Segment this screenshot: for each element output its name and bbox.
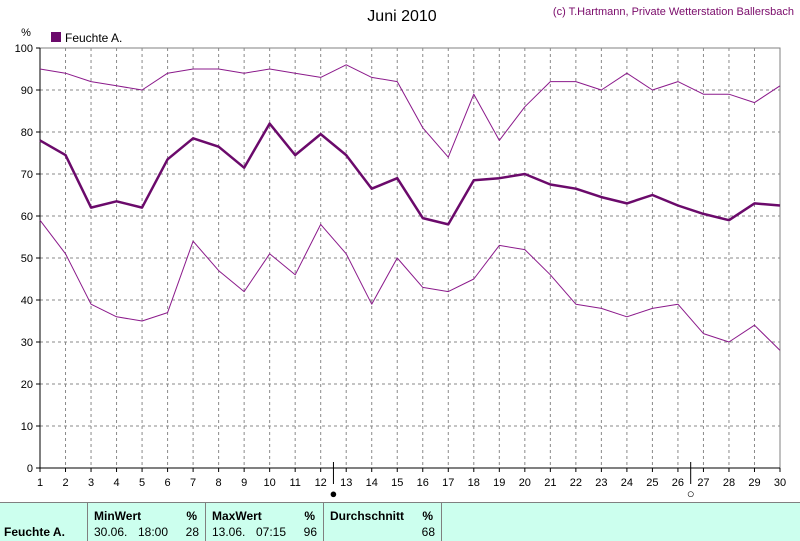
x-tick-label: 20 bbox=[519, 477, 531, 489]
x-tick-label: 24 bbox=[621, 477, 633, 489]
min-unit: % bbox=[186, 509, 197, 523]
y-tick-label: 50 bbox=[21, 253, 33, 265]
stats-row-label: Feuchte A. bbox=[4, 525, 65, 539]
min-time: 18:00 bbox=[138, 525, 169, 539]
x-tick-label: 17 bbox=[442, 477, 454, 489]
moon-full-marker: ● bbox=[330, 486, 338, 501]
x-tick-label: 19 bbox=[493, 477, 505, 489]
x-tick-label: 26 bbox=[672, 477, 684, 489]
x-tick-label: 30 bbox=[774, 477, 786, 489]
avg-header: Durchschnitt bbox=[330, 509, 405, 523]
x-tick-label: 4 bbox=[113, 477, 119, 489]
y-tick-label: 60 bbox=[21, 211, 33, 223]
avg-value: 68 bbox=[421, 525, 435, 539]
x-tick-label: 15 bbox=[391, 477, 403, 489]
x-tick-label: 8 bbox=[216, 477, 222, 489]
series-group bbox=[39, 64, 781, 351]
x-tick-label: 7 bbox=[190, 477, 196, 489]
x-tick-label: 14 bbox=[366, 477, 378, 489]
series-line-max bbox=[39, 64, 781, 158]
moon-new-marker: ○ bbox=[687, 486, 695, 501]
avg-cell: Durchschnitt % 68 bbox=[324, 503, 442, 541]
x-tick-label: 11 bbox=[289, 477, 300, 489]
x-tick-label: 25 bbox=[646, 477, 658, 489]
chart-title: Juni 2010 bbox=[367, 8, 436, 25]
y-tick-label: 80 bbox=[21, 127, 33, 139]
y-tick-label: 0 bbox=[27, 463, 33, 475]
max-cell: MaxWert % 13.06. 07:15 96 bbox=[206, 503, 324, 541]
x-tick-label: 5 bbox=[139, 477, 145, 489]
min-header: MinWert bbox=[94, 509, 142, 523]
x-tick-label: 18 bbox=[468, 477, 480, 489]
stats-panel: Feuchte A. MinWert % 30.06. 18:00 28 Max… bbox=[0, 502, 800, 541]
max-time: 07:15 bbox=[256, 525, 287, 539]
chart: Juni 2010 (c) T.Hartmann, Private Wetter… bbox=[15, 6, 794, 501]
x-tick-label: 22 bbox=[570, 477, 582, 489]
y-tick-label: 20 bbox=[21, 379, 33, 391]
x-axis: 1 2 3 4 5 6 7 8 9 10 11 12 13 14 15 16 17 18 19 20 21 22 23 24 2… bbox=[37, 467, 786, 489]
avg-unit: % bbox=[422, 509, 433, 523]
legend-swatch bbox=[51, 32, 61, 42]
legend-label: Feuchte A. bbox=[65, 31, 122, 45]
y-unit-label: % bbox=[21, 27, 31, 39]
x-tick-label: 3 bbox=[88, 477, 94, 489]
max-unit: % bbox=[304, 509, 315, 523]
max-date: 13.06. bbox=[212, 525, 246, 539]
x-tick-label: 2 bbox=[62, 477, 68, 489]
x-tick-label: 9 bbox=[241, 477, 247, 489]
min-value: 28 bbox=[185, 525, 199, 539]
y-tick-label: 70 bbox=[21, 169, 33, 181]
moon-markers: ● ○ bbox=[330, 462, 695, 501]
y-tick-label: 90 bbox=[21, 85, 33, 97]
x-tick-label: 6 bbox=[165, 477, 171, 489]
x-tick-label: 13 bbox=[340, 477, 352, 489]
x-tick-label: 28 bbox=[723, 477, 735, 489]
x-tick-label: 23 bbox=[595, 477, 607, 489]
x-tick-label: 12 bbox=[315, 477, 327, 489]
max-value: 96 bbox=[303, 525, 317, 539]
x-tick-label: 10 bbox=[264, 477, 276, 489]
series-line-min bbox=[39, 219, 781, 351]
stats-label-cell: Feuchte A. bbox=[0, 503, 88, 541]
x-tick-label: 16 bbox=[417, 477, 429, 489]
x-tick-label: 27 bbox=[697, 477, 709, 489]
x-tick-label: 21 bbox=[544, 477, 556, 489]
y-tick-label: 40 bbox=[21, 295, 33, 307]
y-tick-label: 10 bbox=[21, 421, 33, 433]
y-tick-label: 30 bbox=[21, 337, 33, 349]
x-tick-label: 1 bbox=[37, 477, 43, 489]
credit-text: (c) T.Hartmann, Private Wetterstation Ba… bbox=[553, 6, 794, 18]
min-date: 30.06. bbox=[94, 525, 128, 539]
y-axis: 0 10 20 30 40 50 60 70 80 90 100 bbox=[15, 43, 41, 475]
y-tick-label: 100 bbox=[15, 43, 33, 55]
min-cell: MinWert % 30.06. 18:00 28 bbox=[88, 503, 206, 541]
max-header: MaxWert bbox=[212, 509, 262, 523]
series-line-avg bbox=[39, 122, 781, 226]
grid bbox=[39, 47, 781, 469]
x-tick-label: 29 bbox=[748, 477, 760, 489]
